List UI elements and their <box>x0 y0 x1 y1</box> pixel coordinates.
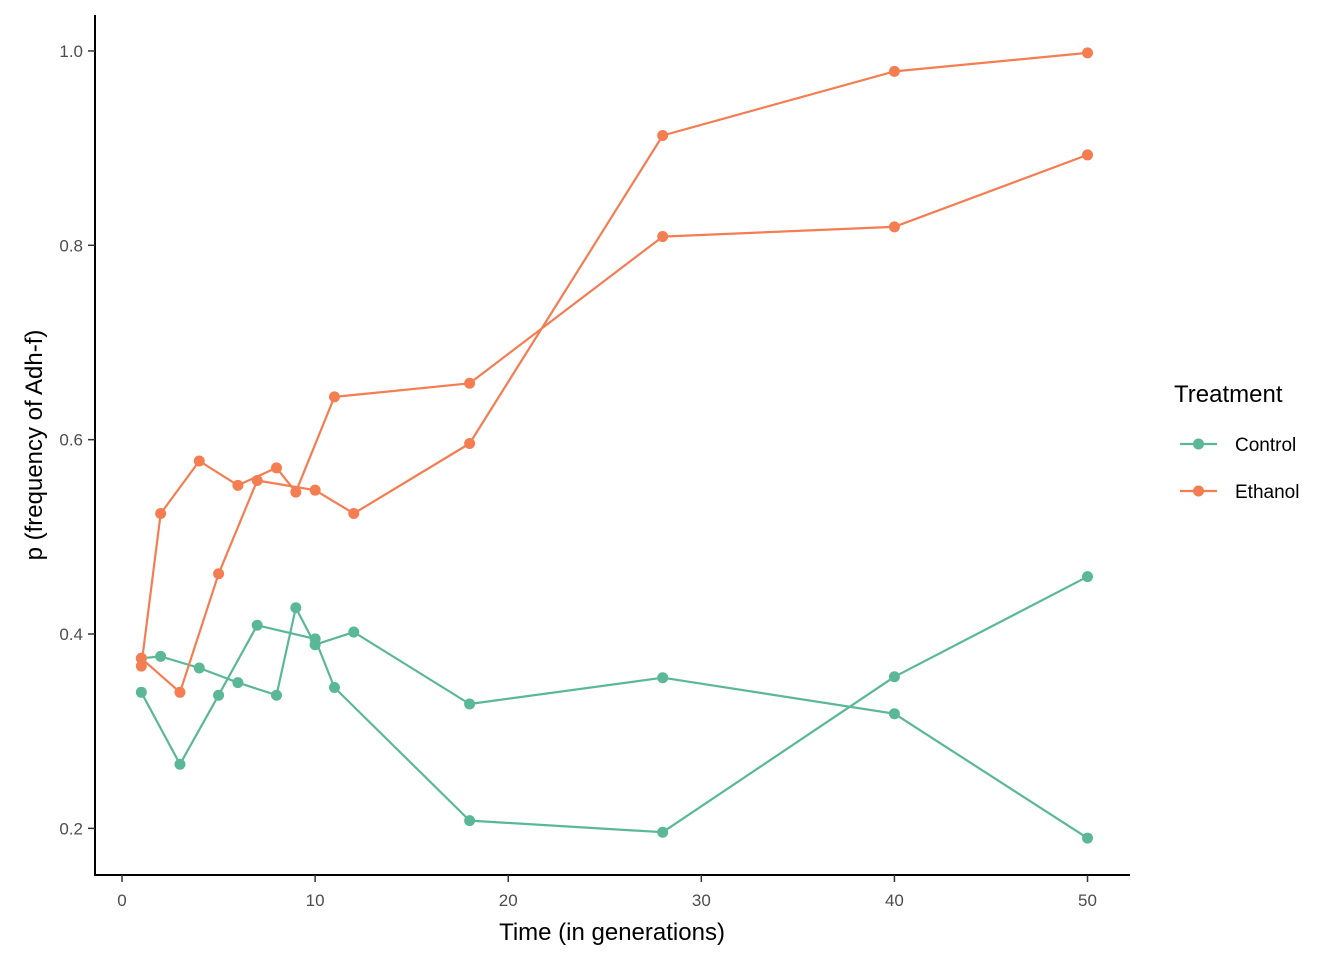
data-point-control <box>213 689 225 701</box>
legend-label: Ethanol <box>1235 482 1299 503</box>
x-tick-label: 40 <box>885 891 904 910</box>
data-point-ethanol <box>464 438 476 450</box>
data-point-ethanol <box>174 686 186 698</box>
x-ticks: 0 10 20 30 40 50 <box>117 875 1097 910</box>
data-point-control <box>1082 832 1094 844</box>
series-line-ethanol <box>140 153 1088 667</box>
y-ticks: 0.2 0.4 0.6 0.8 1.0 <box>59 42 95 838</box>
data-point-control <box>309 633 321 645</box>
x-tick-label: 10 <box>306 891 325 910</box>
data-point-control <box>155 650 167 662</box>
data-point-ethanol <box>464 377 476 389</box>
data-point-ethanol <box>657 129 669 141</box>
data-point-control <box>888 671 900 683</box>
legend-entries: Control Ethanol <box>1180 435 1299 503</box>
data-point-control <box>328 681 340 693</box>
series-line-ethanol <box>140 51 1088 694</box>
data-point-control <box>193 662 205 674</box>
data-point-control <box>135 686 147 698</box>
data-point-control <box>657 826 669 838</box>
data-point-ethanol <box>135 652 147 664</box>
data-point-ethanol <box>251 474 263 486</box>
x-tick-label: 50 <box>1078 891 1097 910</box>
y-tick-label: 0.2 <box>59 819 83 838</box>
data-point-ethanol <box>888 221 900 233</box>
y-tick-label: 0.6 <box>59 431 83 450</box>
legend: Treatment Control Ethanol <box>1174 381 1299 503</box>
legend-key-point <box>1193 438 1204 450</box>
data-point-ethanol <box>328 391 340 403</box>
data-point-ethanol <box>309 484 321 496</box>
axes <box>94 15 1130 876</box>
data-point-control <box>464 815 476 827</box>
x-axis-title: Time (in generations) <box>499 919 725 946</box>
plot-points <box>135 47 1094 844</box>
data-point-control <box>1082 571 1094 583</box>
data-point-ethanol <box>290 486 302 498</box>
data-point-control <box>290 602 302 614</box>
legend-label: Control <box>1235 435 1296 456</box>
data-point-control <box>174 758 186 770</box>
data-point-ethanol <box>155 508 167 520</box>
x-tick-label: 20 <box>499 891 518 910</box>
data-point-ethanol <box>657 231 669 243</box>
x-tick-label: 0 <box>117 891 126 910</box>
data-point-control <box>657 672 669 684</box>
data-point-ethanol <box>193 455 205 467</box>
y-tick-label: 0.8 <box>59 236 83 255</box>
data-point-control <box>348 626 360 638</box>
data-point-control <box>232 677 244 689</box>
data-point-ethanol <box>348 508 360 520</box>
data-point-ethanol <box>271 462 283 474</box>
data-point-control <box>271 689 283 701</box>
data-point-ethanol <box>888 65 900 77</box>
legend-key-point <box>1193 485 1204 497</box>
data-point-ethanol <box>232 479 244 491</box>
plot-lines <box>140 51 1089 840</box>
series-line-control <box>140 575 1089 834</box>
data-point-control <box>464 698 476 710</box>
legend-title: Treatment <box>1174 381 1283 408</box>
series-line-control <box>141 606 1089 840</box>
data-point-ethanol <box>213 568 225 580</box>
data-point-ethanol <box>1082 47 1094 59</box>
x-tick-label: 30 <box>692 891 711 910</box>
data-point-control <box>888 708 900 720</box>
data-point-ethanol <box>1082 149 1094 161</box>
data-point-ethanol <box>135 660 147 672</box>
y-tick-label: 0.4 <box>59 625 83 644</box>
y-tick-label: 1.0 <box>59 42 83 61</box>
data-point-control <box>251 619 263 631</box>
y-axis-title: p (frequency of Adh-f) <box>21 330 48 561</box>
